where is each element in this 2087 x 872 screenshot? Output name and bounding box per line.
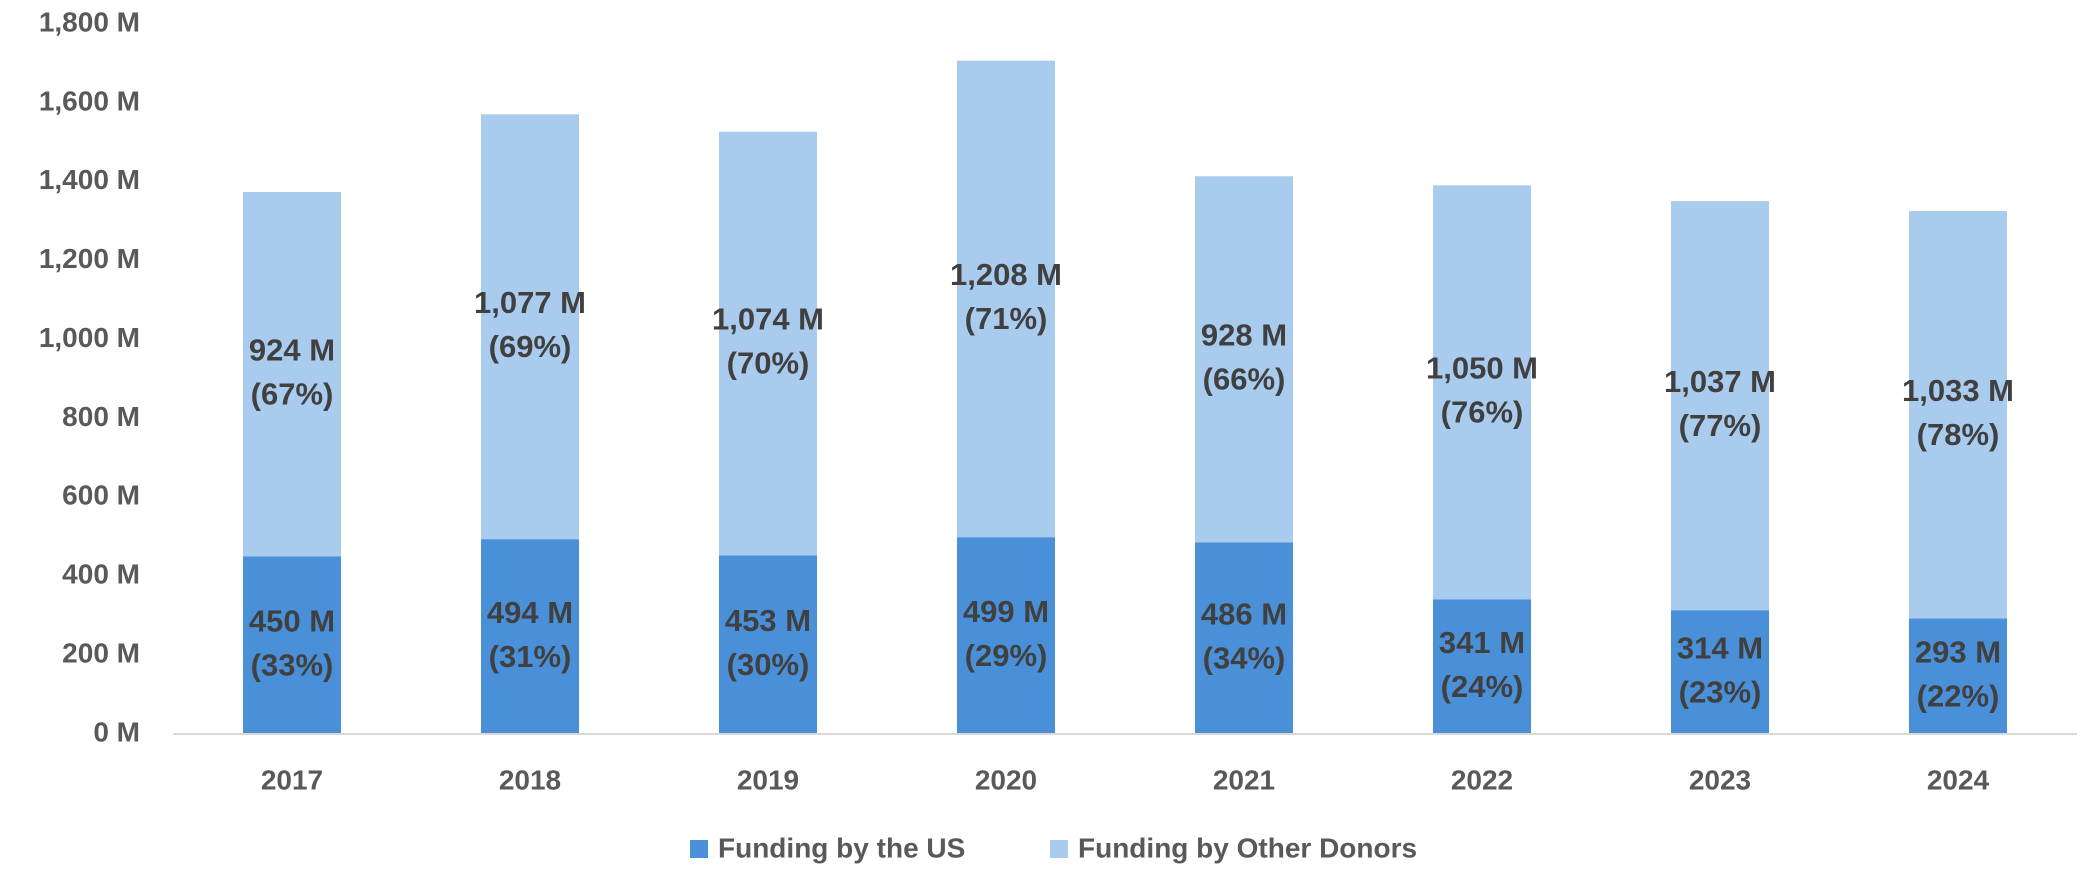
bar-segment — [481, 539, 579, 734]
data-label: 1,033 M — [1902, 373, 2014, 408]
bar-segment — [719, 555, 817, 734]
y-tick-label: 1,800 M — [39, 6, 140, 37]
data-label: 499 M — [963, 594, 1049, 629]
x-tick-label: 2018 — [499, 764, 561, 795]
y-tick-label: 800 M — [62, 401, 140, 432]
x-tick-label: 2022 — [1451, 764, 1513, 795]
legend-swatch — [690, 840, 708, 858]
data-label: 486 M — [1201, 596, 1287, 631]
bar-segment — [957, 537, 1055, 734]
data-label-share: (31%) — [489, 639, 572, 674]
data-label: 494 M — [487, 595, 573, 630]
data-label: 293 M — [1915, 634, 2001, 669]
bar-segment — [1671, 610, 1769, 734]
data-label-share: (77%) — [1679, 408, 1762, 443]
data-label-share: (76%) — [1441, 395, 1524, 430]
y-tick-label: 400 M — [62, 559, 140, 590]
bar-segment — [1909, 210, 2007, 619]
data-label-share: (22%) — [1917, 678, 2000, 713]
bar-segment — [719, 131, 817, 556]
data-label: 1,077 M — [474, 285, 586, 320]
bar-segment — [243, 192, 341, 557]
y-tick-label: 0 M — [93, 716, 140, 747]
x-tick-label: 2017 — [261, 764, 323, 795]
data-label-share: (78%) — [1917, 417, 2000, 452]
x-tick-label: 2021 — [1213, 764, 1275, 795]
legend-label: Funding by the US — [718, 832, 965, 863]
data-label-share: (33%) — [251, 647, 334, 682]
x-tick-label: 2023 — [1689, 764, 1751, 795]
data-label-share: (66%) — [1203, 361, 1286, 396]
x-tick-label: 2024 — [1927, 764, 1990, 795]
y-tick-label: 1,600 M — [39, 85, 140, 116]
data-label: 1,074 M — [712, 302, 824, 337]
data-label-share: (24%) — [1441, 669, 1524, 704]
y-tick-label: 1,000 M — [39, 322, 140, 353]
bar-segment — [1195, 176, 1293, 543]
data-label-share: (34%) — [1203, 640, 1286, 675]
data-label-share: (29%) — [965, 638, 1048, 673]
bar-segment — [1433, 185, 1531, 600]
data-label: 341 M — [1439, 625, 1525, 660]
data-label: 924 M — [249, 332, 335, 367]
data-label-share: (30%) — [727, 647, 810, 682]
y-tick-label: 200 M — [62, 638, 140, 669]
bar-segment — [481, 114, 579, 540]
y-tick-label: 1,200 M — [39, 243, 140, 274]
data-label: 1,208 M — [950, 257, 1062, 292]
y-tick-label: 600 M — [62, 480, 140, 511]
data-label: 928 M — [1201, 317, 1287, 352]
data-label: 1,050 M — [1426, 351, 1538, 386]
data-label-share: (71%) — [965, 301, 1048, 336]
bar-segment — [243, 556, 341, 734]
data-label-share: (23%) — [1679, 674, 1762, 709]
data-label: 453 M — [725, 603, 811, 638]
data-label-share: (67%) — [251, 376, 334, 411]
data-label: 450 M — [249, 603, 335, 638]
x-tick-label: 2020 — [975, 764, 1037, 795]
bar-segment — [1671, 201, 1769, 611]
data-label: 314 M — [1677, 630, 1763, 665]
bar-segment — [1195, 542, 1293, 734]
data-label: 1,037 M — [1664, 364, 1776, 399]
legend-swatch — [1050, 840, 1068, 858]
bar-segment — [1909, 618, 2007, 734]
data-label-share: (69%) — [489, 329, 572, 364]
x-tick-label: 2019 — [737, 764, 799, 795]
legend-label: Funding by Other Donors — [1078, 832, 1417, 863]
bar-segment — [1433, 599, 1531, 734]
bar-segment — [957, 60, 1055, 538]
data-label-share: (70%) — [727, 346, 810, 381]
y-tick-label: 1,400 M — [39, 164, 140, 195]
